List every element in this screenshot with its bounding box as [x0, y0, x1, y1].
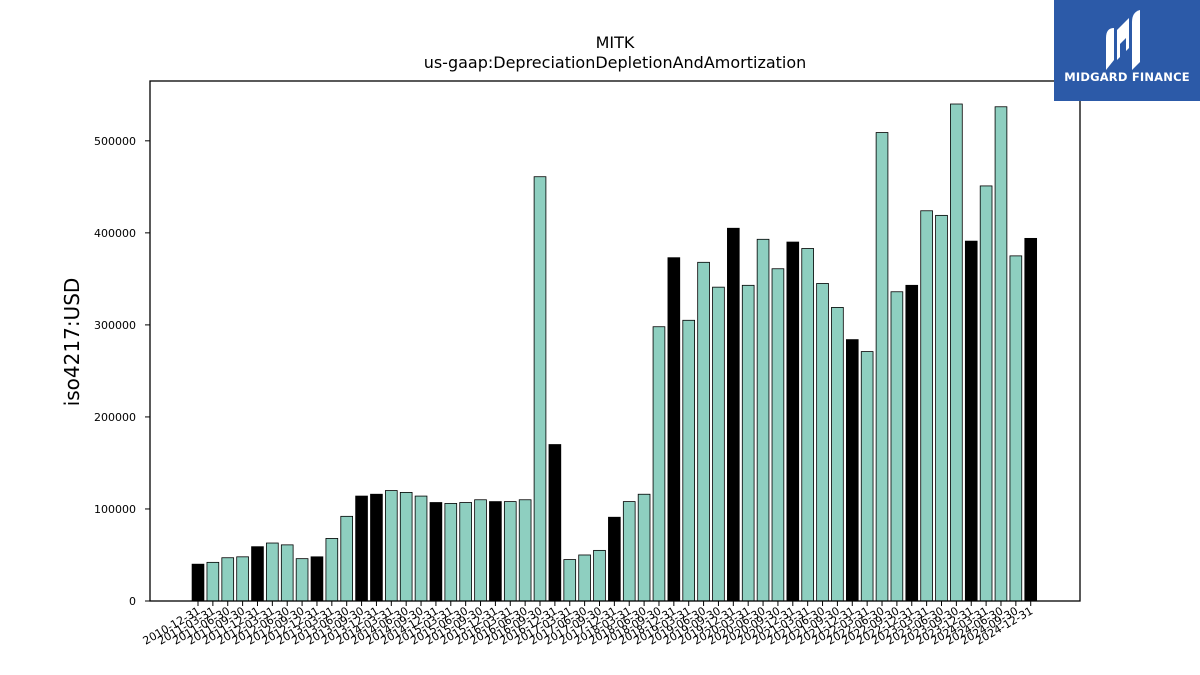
bar-2014-06-30 — [399, 491, 413, 602]
bar-2020-06-30 — [756, 238, 770, 602]
bar-2024-03-31 — [979, 185, 993, 602]
y-tick-label: 300000 — [94, 319, 136, 332]
bar-2022-03-31 — [860, 351, 874, 602]
bar-2021-06-30 — [816, 283, 829, 602]
midgard-logo-icon — [1106, 10, 1140, 70]
y-tick-label: 500000 — [94, 135, 136, 148]
bar-2015-03-31 — [444, 503, 458, 602]
y-axis-label: iso4217:USD — [60, 278, 84, 407]
bar-2017-06-30 — [578, 554, 591, 602]
bar-2016-09-30 — [533, 176, 547, 602]
bar-2021-09-30 — [831, 307, 844, 602]
y-axis: 0 100000 200000 300000 400000 500000 — [94, 135, 150, 608]
bar-2013-09-30 — [355, 495, 368, 602]
bar-2022-09-30 — [890, 291, 904, 602]
bar-2018-09-30 — [652, 326, 666, 602]
bar-2017-03-31 — [563, 559, 577, 602]
bar-2020-09-30 — [771, 268, 785, 602]
y-tick-label: 400000 — [94, 227, 136, 240]
chart-subtitle: us-gaap:DepreciationDepletionAndAmortiza… — [423, 53, 807, 72]
chart-title: MITK — [595, 33, 635, 52]
bar-2019-09-30 — [712, 286, 725, 602]
bar-2022-06-30 — [875, 132, 889, 602]
bar-2011-09-30 — [236, 556, 249, 602]
bar-2014-09-30 — [414, 495, 428, 602]
bars-group — [191, 103, 1038, 602]
y-tick-label: 0 — [129, 595, 136, 608]
bar-2015-12-31 — [489, 501, 502, 602]
bar-2020-12-31 — [786, 241, 800, 602]
bar-2017-12-31 — [608, 516, 621, 602]
bar-2011-03-31 — [206, 561, 220, 602]
bar-2018-06-30 — [637, 493, 651, 602]
bar-2017-09-30 — [593, 549, 606, 602]
bar-2019-06-30 — [697, 261, 710, 602]
bar-2024-12-31 — [1024, 237, 1038, 602]
bar-2018-03-31 — [622, 501, 636, 602]
bar-2012-12-31 — [310, 556, 324, 602]
bar-2023-12-31 — [964, 240, 978, 602]
y-tick-label: 200000 — [94, 411, 136, 424]
bar-2020-03-31 — [741, 284, 755, 602]
bar-2018-12-31 — [667, 257, 681, 602]
bar-2013-03-31 — [325, 538, 339, 602]
x-axis: 2010-12-312011-03-312011-06-302011-09-30… — [141, 601, 1035, 648]
bar-2012-03-31 — [266, 542, 279, 602]
bar-2024-09-30 — [1009, 255, 1023, 602]
brand-name: MIDGARD FINANCE — [1064, 70, 1190, 84]
bar-2021-12-31 — [845, 339, 859, 602]
bar-2016-03-31 — [503, 501, 517, 602]
bar-2013-06-30 — [340, 515, 353, 602]
bar-2023-06-30 — [935, 214, 948, 602]
bar-2012-06-30 — [280, 544, 294, 602]
bar-2011-06-30 — [221, 557, 235, 602]
bar-2016-12-31 — [548, 444, 562, 602]
bar-2023-09-30 — [950, 103, 963, 602]
bar-2015-06-30 — [459, 502, 472, 602]
bar-2021-03-31 — [801, 248, 814, 602]
bar-2022-12-31 — [905, 284, 919, 602]
bar-2016-06-30 — [518, 499, 532, 602]
plot-frame — [149, 80, 1081, 602]
bar-2024-06-30 — [994, 106, 1008, 602]
bar-2011-12-31 — [251, 546, 264, 602]
bar-2023-03-31 — [920, 210, 933, 602]
bar-2012-09-30 — [295, 558, 309, 602]
bar-2015-09-30 — [474, 499, 487, 602]
bar-2019-03-31 — [682, 319, 696, 602]
brand-logo: MIDGARD FINANCE — [1054, 0, 1200, 101]
bar-2014-03-31 — [385, 490, 398, 602]
y-tick-label: 100000 — [94, 503, 136, 516]
bar-2019-12-31 — [727, 227, 740, 602]
bar-2010-12-31 — [191, 563, 205, 602]
bar-2013-12-31 — [370, 493, 383, 602]
bar-2014-12-31 — [429, 502, 443, 602]
